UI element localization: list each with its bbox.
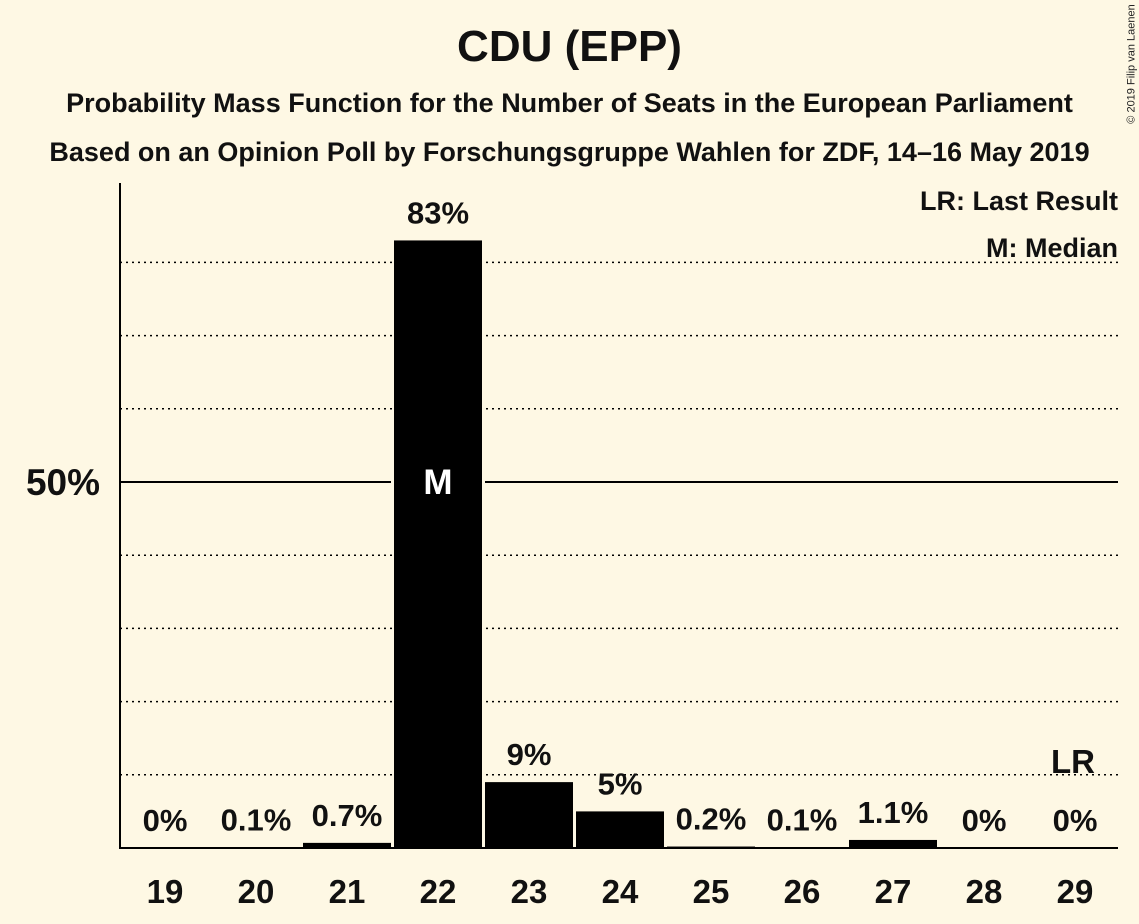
value-label-19: 0% [143, 803, 188, 838]
bars [212, 240, 937, 848]
last-result-marker: LR [1051, 743, 1095, 780]
chart-title: CDU (EPP) [457, 22, 682, 71]
x-tick-label-19: 19 [147, 873, 184, 910]
x-tick-label-24: 24 [602, 873, 639, 910]
value-label-27: 1.1% [858, 795, 929, 830]
x-tick-label-22: 22 [420, 873, 457, 910]
bar-22 [394, 240, 482, 848]
bar-23 [485, 782, 573, 848]
value-label-21: 0.7% [312, 798, 383, 833]
value-label-29: 0% [1053, 803, 1098, 838]
value-label-24: 5% [598, 766, 643, 801]
x-tick-label-29: 29 [1057, 873, 1094, 910]
bar-27 [849, 839, 937, 848]
x-tick-label-25: 25 [693, 873, 730, 910]
y-tick-label-50: 50% [26, 462, 100, 503]
legend-median: M: Median [986, 233, 1118, 263]
value-label-23: 9% [507, 737, 552, 772]
x-tick-label-23: 23 [511, 873, 548, 910]
bar-24 [576, 811, 664, 848]
gridlines [120, 261, 1118, 776]
legend-last-result: LR: Last Result [920, 186, 1118, 216]
value-label-28: 0% [962, 803, 1007, 838]
value-label-25: 0.2% [676, 802, 747, 837]
bar-21 [303, 842, 391, 848]
labels: 50% 0% 19 0.1% 20 0.7% 21 83% 22 M 9% 23 5% 24 0.2% 25 0… [26, 195, 1097, 910]
x-tick-label-20: 20 [238, 873, 275, 910]
value-label-26: 0.1% [767, 802, 838, 837]
x-tick-label-21: 21 [329, 873, 366, 910]
x-tick-label-27: 27 [875, 873, 912, 910]
x-tick-label-28: 28 [966, 873, 1003, 910]
value-label-22: 83% [407, 195, 469, 230]
chart-subtitle-1: Probability Mass Function for the Number… [66, 88, 1073, 118]
median-marker: M [423, 463, 452, 502]
value-label-20: 0.1% [221, 802, 292, 837]
x-tick-label-26: 26 [784, 873, 821, 910]
chart-subtitle-2: Based on an Opinion Poll by Forschungsgr… [49, 137, 1090, 167]
